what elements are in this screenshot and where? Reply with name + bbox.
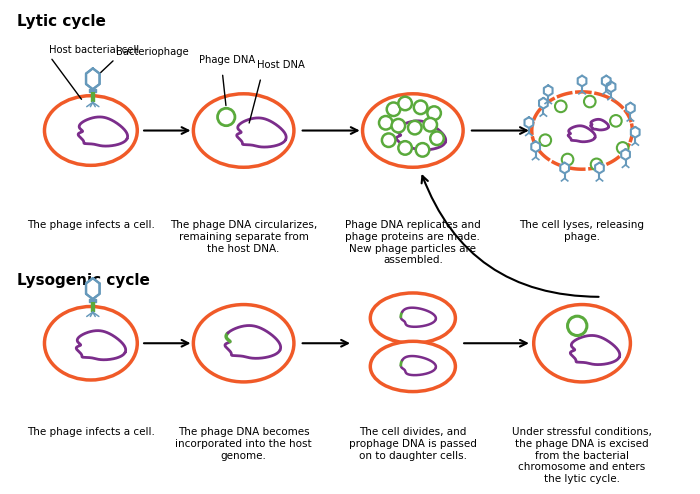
Polygon shape bbox=[86, 278, 99, 299]
Ellipse shape bbox=[533, 305, 631, 382]
Polygon shape bbox=[621, 149, 630, 160]
Circle shape bbox=[430, 131, 444, 145]
Circle shape bbox=[617, 142, 629, 154]
Polygon shape bbox=[607, 82, 615, 92]
Circle shape bbox=[428, 106, 441, 120]
Ellipse shape bbox=[370, 341, 456, 392]
Circle shape bbox=[382, 133, 396, 147]
Polygon shape bbox=[544, 85, 552, 96]
Text: Under stressful conditions,
the phage DNA is excised
from the bacterial
chromoso: Under stressful conditions, the phage DN… bbox=[512, 427, 652, 484]
Circle shape bbox=[591, 159, 603, 170]
Circle shape bbox=[540, 134, 551, 146]
Text: Lytic cycle: Lytic cycle bbox=[18, 13, 106, 29]
Text: The phage infects a cell.: The phage infects a cell. bbox=[27, 220, 155, 230]
Polygon shape bbox=[602, 76, 610, 86]
Circle shape bbox=[568, 316, 587, 335]
Polygon shape bbox=[86, 68, 99, 89]
Polygon shape bbox=[578, 76, 587, 86]
Polygon shape bbox=[531, 141, 540, 152]
Ellipse shape bbox=[370, 293, 456, 343]
Text: Phage DNA: Phage DNA bbox=[199, 55, 256, 65]
Text: Bacteriophage: Bacteriophage bbox=[116, 47, 189, 57]
Text: The phage DNA circularizes,
remaining separate from
the host DNA.: The phage DNA circularizes, remaining se… bbox=[170, 220, 317, 253]
Circle shape bbox=[408, 121, 421, 134]
Circle shape bbox=[398, 97, 412, 110]
Text: The phage infects a cell.: The phage infects a cell. bbox=[27, 427, 155, 437]
Text: The cell divides, and
prophage DNA is passed
on to daughter cells.: The cell divides, and prophage DNA is pa… bbox=[349, 427, 477, 460]
Circle shape bbox=[584, 96, 596, 107]
Text: Lysogenic cycle: Lysogenic cycle bbox=[18, 273, 150, 288]
Ellipse shape bbox=[193, 305, 294, 382]
Circle shape bbox=[424, 118, 437, 131]
Circle shape bbox=[416, 143, 429, 157]
Text: Host bacterial cell: Host bacterial cell bbox=[49, 45, 139, 55]
Ellipse shape bbox=[193, 94, 294, 167]
Circle shape bbox=[386, 102, 400, 116]
Polygon shape bbox=[524, 117, 533, 128]
Circle shape bbox=[391, 119, 405, 132]
Polygon shape bbox=[560, 163, 569, 173]
Polygon shape bbox=[631, 127, 640, 137]
Circle shape bbox=[218, 108, 235, 125]
Text: Phage DNA replicates and
phage proteins are made.
New phage particles are
assemb: Phage DNA replicates and phage proteins … bbox=[345, 220, 481, 265]
Text: Host DNA: Host DNA bbox=[257, 60, 305, 70]
Circle shape bbox=[379, 116, 393, 129]
Circle shape bbox=[398, 141, 412, 155]
Polygon shape bbox=[626, 103, 635, 114]
Circle shape bbox=[414, 101, 428, 114]
Polygon shape bbox=[539, 98, 547, 109]
Text: The cell lyses, releasing
phage.: The cell lyses, releasing phage. bbox=[519, 220, 645, 242]
Ellipse shape bbox=[45, 306, 137, 380]
Text: The phage DNA becomes
incorporated into the host
genome.: The phage DNA becomes incorporated into … bbox=[175, 427, 312, 460]
Polygon shape bbox=[595, 163, 604, 173]
Circle shape bbox=[561, 154, 573, 165]
Circle shape bbox=[610, 115, 622, 126]
Circle shape bbox=[555, 101, 566, 112]
Ellipse shape bbox=[45, 96, 137, 165]
Ellipse shape bbox=[363, 94, 463, 167]
